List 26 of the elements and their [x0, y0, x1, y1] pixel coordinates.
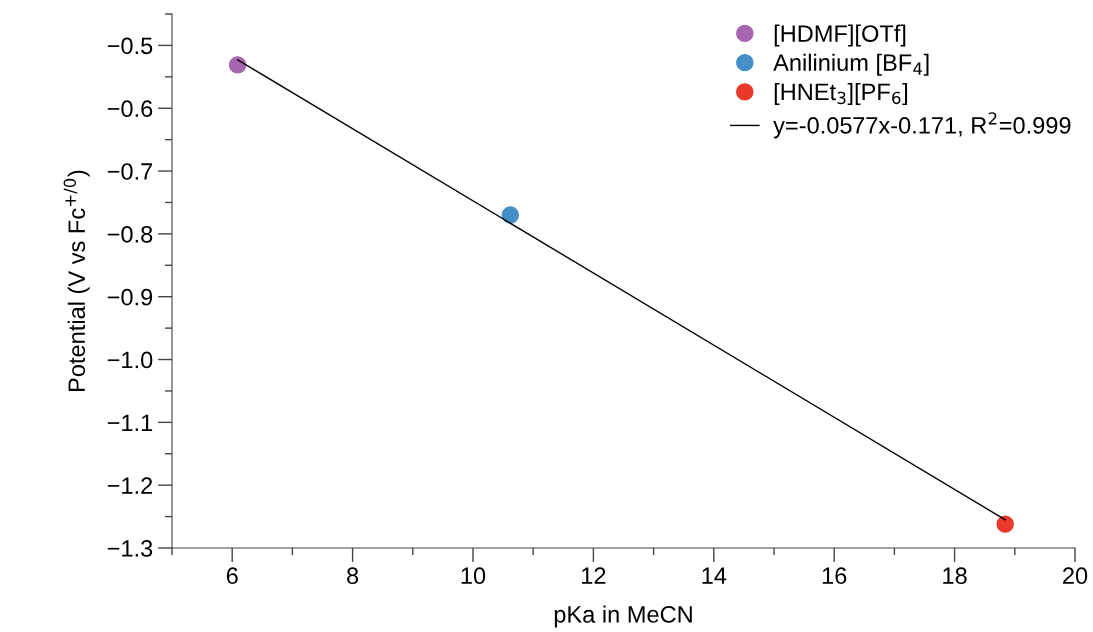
- point: [501, 206, 519, 224]
- legend-label: [HNEt$_{3}$][PF$_{6}$]: [774, 82, 908, 105]
- x-tick-label: 8: [347, 567, 359, 585]
- y-tick-label: −0.7: [107, 163, 153, 180]
- legend-label: [HDMF][OTf]: [774, 24, 906, 47]
- x-tick-label: 14: [702, 567, 727, 584]
- x-tick-label: 16: [822, 567, 847, 585]
- y-tick-label: −0.9: [107, 288, 153, 306]
- y-tick-label: −0.6: [107, 100, 153, 118]
- y-tick-label: −0.8: [107, 225, 153, 243]
- legend-label: y=-0.0577x-0.171, R$^{2}$=0.999: [773, 112, 1071, 139]
- y-tick-label: −0.5: [107, 37, 153, 55]
- y-tick-label: −1.2: [107, 477, 153, 494]
- x-tick-label: 20: [1063, 567, 1088, 585]
- x-tick-label: 10: [461, 567, 486, 585]
- point: [996, 515, 1014, 533]
- y-tick-label: −1.3: [107, 540, 153, 557]
- x-axis-title: pKa in MeCN: [554, 605, 692, 628]
- y-axis-title: Potential (V vs Fc$^{+/0}$): [63, 170, 90, 391]
- x-tick-label: 18: [943, 567, 967, 585]
- x-tick-label: 12: [582, 567, 606, 584]
- legend-label: Anilinium [BF$_{4}$]: [773, 53, 929, 76]
- point: [228, 56, 247, 74]
- x-tick-label: 6: [226, 567, 238, 585]
- y-tick-label: −1.0: [107, 351, 153, 369]
- y-tick-label: −1.1: [107, 414, 153, 431]
